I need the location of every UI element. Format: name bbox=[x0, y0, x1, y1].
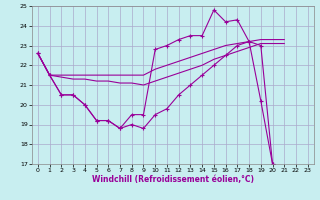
X-axis label: Windchill (Refroidissement éolien,°C): Windchill (Refroidissement éolien,°C) bbox=[92, 175, 254, 184]
